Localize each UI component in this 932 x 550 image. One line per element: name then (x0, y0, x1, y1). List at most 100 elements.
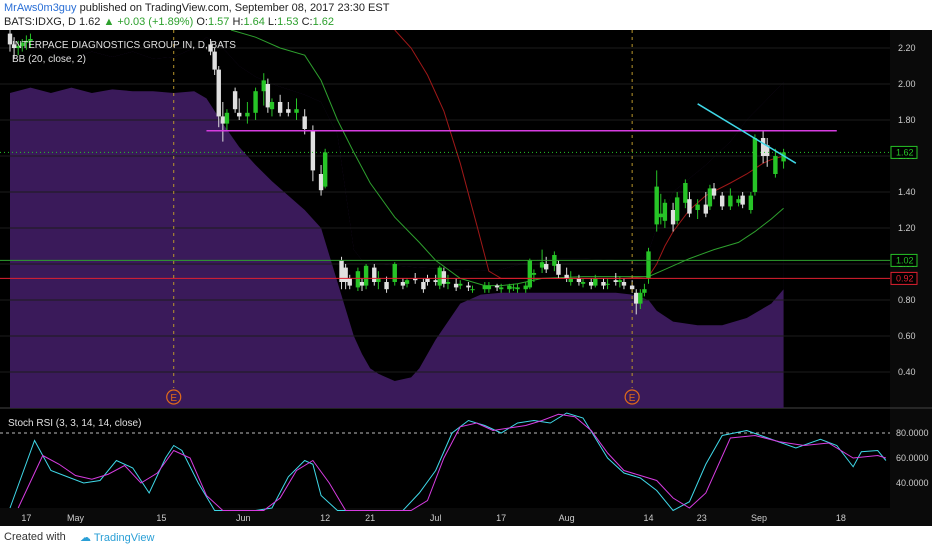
candle[interactable] (322, 148, 328, 189)
candle[interactable] (237, 98, 242, 120)
candle[interactable] (752, 134, 758, 196)
candle[interactable] (425, 274, 430, 286)
candle[interactable] (605, 278, 610, 290)
candle[interactable] (498, 283, 504, 293)
time-axis[interactable] (0, 508, 932, 526)
candle[interactable] (683, 179, 688, 209)
candle[interactable] (511, 283, 516, 291)
candle[interactable] (642, 283, 647, 297)
candle[interactable] (740, 192, 745, 209)
candle[interactable] (372, 264, 377, 286)
candle[interactable] (564, 267, 569, 282)
event-marker[interactable] (624, 389, 640, 405)
candle[interactable] (507, 283, 512, 293)
candle[interactable] (494, 283, 500, 291)
stock-chart[interactable]: E E 80.0000 60.0000 40.0000 2.20 2.00 1.80 1.6… (0, 30, 932, 526)
candle[interactable] (28, 33, 33, 48)
candle[interactable] (220, 102, 226, 142)
candle[interactable] (470, 285, 475, 293)
candle[interactable] (376, 271, 381, 290)
candle[interactable] (482, 282, 487, 293)
candle[interactable] (277, 94, 283, 117)
candle[interactable] (310, 125, 316, 182)
candle[interactable] (486, 282, 492, 293)
candle[interactable] (208, 39, 213, 56)
candle[interactable] (441, 267, 447, 288)
candle[interactable] (363, 264, 369, 290)
candle[interactable] (658, 193, 663, 225)
author-link[interactable]: MrAws0m3guy (4, 2, 77, 14)
candle[interactable] (580, 278, 586, 288)
candle[interactable] (711, 183, 717, 200)
trend-line[interactable] (697, 103, 797, 164)
candle[interactable] (212, 48, 217, 75)
candle[interactable] (15, 40, 21, 56)
candle[interactable] (760, 130, 766, 164)
candle[interactable] (318, 165, 324, 196)
candle[interactable] (634, 289, 639, 315)
candle[interactable] (670, 202, 676, 232)
candle[interactable] (437, 265, 442, 290)
candle[interactable] (703, 192, 709, 218)
candle[interactable] (466, 282, 471, 291)
candle[interactable] (593, 274, 598, 288)
candle[interactable] (654, 170, 659, 232)
candle[interactable] (224, 109, 230, 131)
candle[interactable] (601, 278, 606, 290)
candle[interactable] (556, 260, 561, 279)
candle[interactable] (781, 148, 786, 169)
event-marker[interactable] (166, 389, 182, 405)
candle[interactable] (638, 289, 643, 309)
candle[interactable] (646, 247, 651, 284)
candle[interactable] (728, 188, 733, 210)
candle[interactable] (662, 199, 668, 228)
candle[interactable] (253, 87, 258, 120)
candle[interactable] (339, 256, 344, 290)
candle[interactable] (539, 249, 545, 273)
candle[interactable] (773, 148, 778, 178)
candle[interactable] (719, 192, 725, 210)
candle[interactable] (765, 138, 770, 167)
candle[interactable] (695, 199, 700, 219)
candle[interactable] (736, 195, 741, 207)
candle[interactable] (294, 98, 299, 120)
candle[interactable] (445, 274, 451, 290)
candle[interactable] (707, 184, 713, 210)
tradingview-logo[interactable]: ☁ TradingView (80, 531, 154, 544)
candle[interactable] (11, 37, 17, 59)
candle[interactable] (400, 278, 406, 290)
candle[interactable] (245, 102, 250, 124)
candle[interactable] (621, 278, 627, 290)
candle[interactable] (343, 264, 348, 290)
candle[interactable] (589, 278, 594, 290)
candle[interactable] (269, 98, 275, 117)
candle[interactable] (687, 192, 692, 218)
candle[interactable] (748, 192, 754, 214)
candle[interactable] (458, 280, 463, 290)
candle[interactable] (261, 73, 266, 106)
candle[interactable] (421, 278, 426, 293)
candle[interactable] (347, 274, 352, 290)
candle[interactable] (384, 276, 389, 293)
candle[interactable] (576, 274, 582, 286)
candle[interactable] (453, 278, 459, 291)
candle[interactable] (216, 66, 221, 128)
candle[interactable] (674, 192, 680, 225)
candle[interactable] (24, 35, 29, 50)
candle[interactable] (392, 262, 397, 286)
candle[interactable] (286, 102, 291, 117)
candle[interactable] (7, 30, 13, 52)
candle[interactable] (613, 273, 618, 286)
candle[interactable] (355, 267, 361, 291)
candle[interactable] (433, 274, 438, 286)
candle[interactable] (531, 269, 537, 282)
candle[interactable] (527, 258, 533, 290)
candle[interactable] (359, 278, 365, 291)
candle[interactable] (515, 283, 520, 293)
candle[interactable] (232, 87, 238, 113)
candle[interactable] (543, 256, 549, 273)
candle[interactable] (404, 278, 410, 288)
candle[interactable] (20, 39, 25, 52)
candle[interactable] (523, 282, 528, 293)
candle[interactable] (265, 78, 271, 113)
